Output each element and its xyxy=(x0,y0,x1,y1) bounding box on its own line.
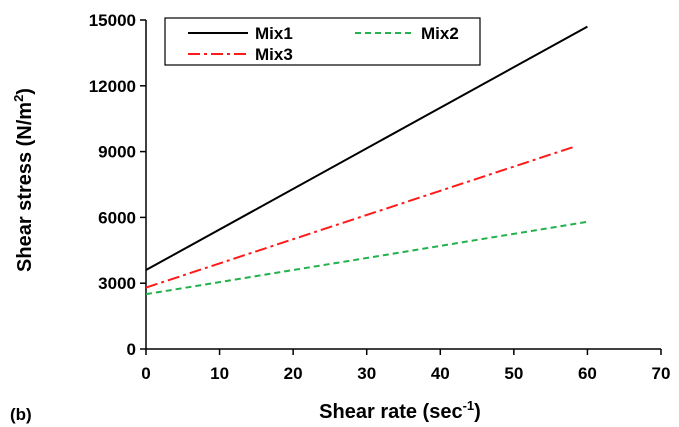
y-axis-title-main: Shear stress (N/m xyxy=(14,102,36,272)
x-tick-label: 0 xyxy=(141,364,150,383)
legend-label-mix1: Mix1 xyxy=(255,24,293,43)
series-lines xyxy=(145,25,588,296)
series-line-mix1 xyxy=(145,25,588,271)
y-axis-title: Shear stress (N/m2) xyxy=(11,88,36,272)
x-tick-label: 50 xyxy=(504,364,523,383)
series-line-mix3 xyxy=(145,146,574,289)
y-tick-label: 3000 xyxy=(98,274,136,293)
x-ticks: 0 10 20 30 40 50 60 70 xyxy=(141,349,670,383)
y-axis-title-end: ) xyxy=(14,88,36,95)
x-tick-label: 60 xyxy=(578,364,597,383)
legend: Mix1 Mix2 Mix3 xyxy=(164,17,481,66)
x-axis-title-sup: -1 xyxy=(463,398,475,413)
x-tick-label: 30 xyxy=(357,364,376,383)
axes xyxy=(145,20,661,350)
x-tick-label: 10 xyxy=(210,364,229,383)
panel-label: (b) xyxy=(10,405,32,424)
y-ticks: 0 3000 6000 9000 12000 15000 xyxy=(89,11,146,359)
y-axis-title-sup: 2 xyxy=(11,95,26,102)
x-axis-title-end: ) xyxy=(474,401,481,423)
x-axis-title: Shear rate (sec-1) xyxy=(319,398,481,423)
x-tick-label: 40 xyxy=(431,364,450,383)
legend-box xyxy=(164,17,481,66)
y-tick-label: 0 xyxy=(127,340,136,359)
x-axis-title-main: Shear rate (sec xyxy=(319,401,462,423)
x-tick-label: 20 xyxy=(284,364,303,383)
legend-label-mix3: Mix3 xyxy=(255,45,293,64)
y-tick-label: 15000 xyxy=(89,11,136,30)
y-tick-label: 12000 xyxy=(89,77,136,96)
x-tick-label: 70 xyxy=(652,364,671,383)
series-line-mix2 xyxy=(145,220,588,296)
y-tick-label: 9000 xyxy=(98,143,136,162)
legend-label-mix2: Mix2 xyxy=(421,24,459,43)
y-tick-label: 6000 xyxy=(98,208,136,227)
